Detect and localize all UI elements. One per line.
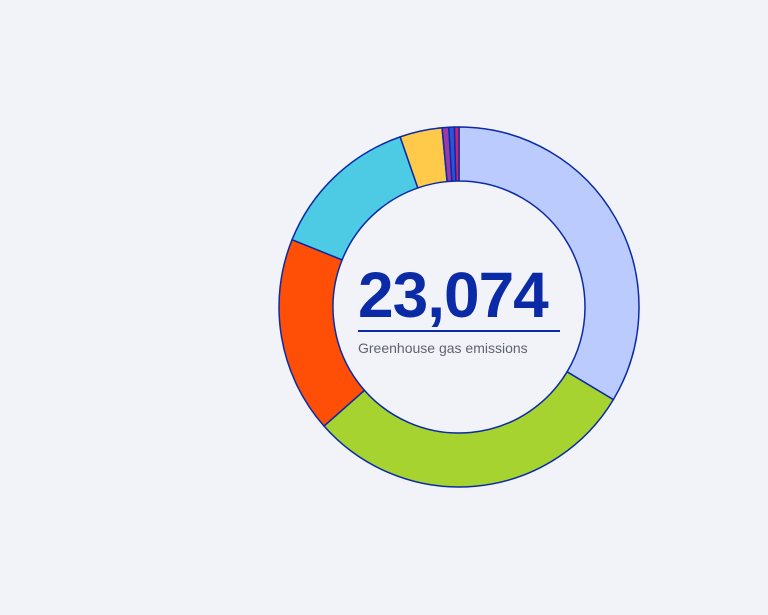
donut-slice-2[interactable] — [323, 371, 615, 488]
divider-rule — [358, 330, 560, 332]
donut-slices — [278, 126, 640, 488]
donut-slice-1[interactable] — [458, 126, 640, 401]
total-emissions-value: 23,074 — [358, 259, 549, 331]
donut-slice-3[interactable] — [278, 238, 366, 427]
donut-slice-8[interactable] — [453, 126, 460, 182]
center-summary: 23,074 Greenhouse gas emissions — [358, 262, 562, 356]
total-emissions-label: Greenhouse gas emissions — [358, 340, 528, 356]
donut-slice-4[interactable] — [291, 136, 419, 261]
